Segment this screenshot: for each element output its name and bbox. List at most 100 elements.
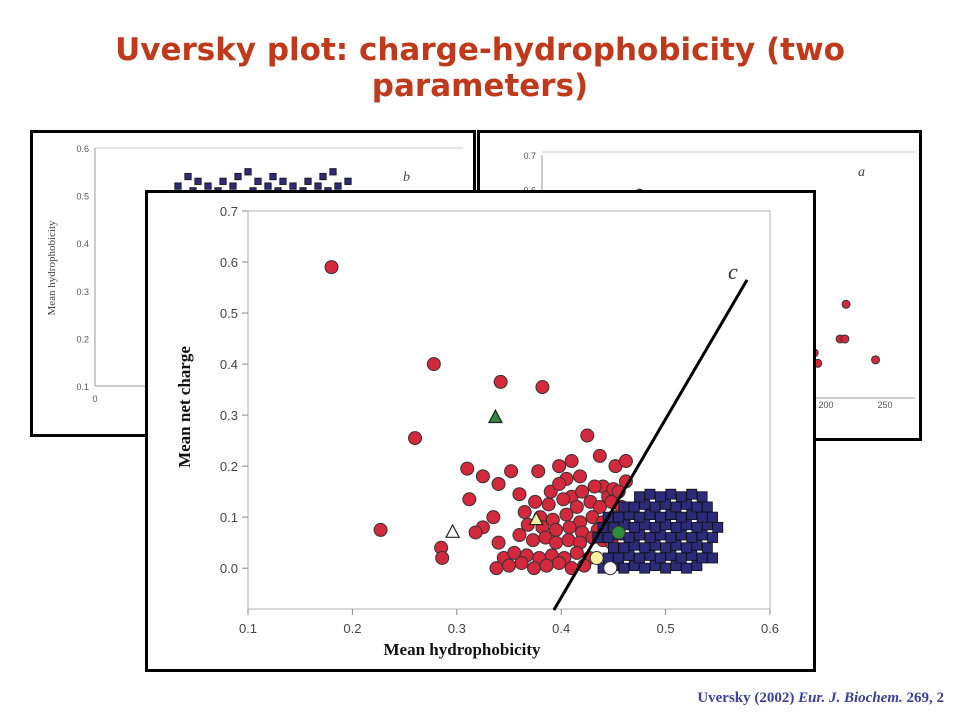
y-tick-label-c: 0.6 <box>220 255 238 270</box>
data-point-c <box>531 464 546 479</box>
x-tick-label-c: 0.1 <box>239 621 257 636</box>
x-tick-label-c: 0.2 <box>343 621 361 636</box>
data-point-c <box>634 511 645 523</box>
data-point-c <box>572 469 587 484</box>
data-point-c <box>512 487 527 502</box>
data-point-c <box>611 525 626 540</box>
data-point-c <box>491 476 506 491</box>
data-point-c <box>602 532 614 543</box>
data-point-c <box>527 561 542 576</box>
plot-frame-c <box>247 210 771 610</box>
data-point-b <box>334 182 342 190</box>
data-point-c <box>691 521 703 533</box>
data-point-b <box>244 168 252 176</box>
data-point-c <box>696 491 708 503</box>
data-point-b <box>234 172 242 181</box>
data-point-c <box>613 511 625 523</box>
data-point-c <box>486 510 501 525</box>
data-point-b <box>269 172 277 181</box>
chart-panel-c: 0.0 0.1 0.2 0.3 0.4 0.5 0.6 0.7 0.1 0.2 0.3 0.4 0.5 0… <box>145 190 816 672</box>
data-point-c <box>493 374 508 389</box>
data-point-c <box>670 501 682 513</box>
data-point-c <box>696 552 708 564</box>
data-point-c <box>675 491 687 503</box>
y-tick-label-a: 0.7 <box>523 151 536 161</box>
data-point-b <box>174 182 182 190</box>
data-point-c <box>649 521 661 533</box>
citation: Uversky (2002) Eur. J. Biochem. 269, 2 <box>697 690 944 707</box>
data-point-c <box>665 532 677 543</box>
y-tick-label-c: 0.0 <box>220 561 238 576</box>
data-point-b <box>219 177 227 185</box>
data-point-c <box>462 492 477 507</box>
data-point-c <box>696 511 708 523</box>
citation-volume: 269, 2 <box>906 690 945 706</box>
data-point-c <box>660 562 671 574</box>
y-tick-label-b: 0.6 <box>76 144 89 154</box>
y-tick-label-b: 0.3 <box>76 287 89 297</box>
data-point-c <box>613 552 625 564</box>
data-point-c <box>580 428 595 443</box>
data-point-c <box>592 499 607 514</box>
y-axis-label-c: Mean net charge <box>175 346 194 468</box>
data-point-c <box>526 533 541 548</box>
panel-letter-a: a <box>858 165 865 180</box>
data-point-b <box>314 182 322 190</box>
data-point-b <box>319 172 327 181</box>
data-point-c <box>539 558 554 573</box>
data-point-c <box>592 448 607 463</box>
panel-letter-b: b <box>403 170 410 185</box>
data-point-c <box>634 552 645 564</box>
data-point-c <box>475 469 490 484</box>
data-point-c <box>628 501 640 513</box>
data-point-b <box>194 177 202 185</box>
data-point-c <box>618 562 630 574</box>
data-point-c <box>552 476 567 491</box>
data-point-c <box>681 562 692 574</box>
boundary-line <box>552 279 749 611</box>
data-point-c <box>517 505 532 520</box>
data-point-c <box>324 260 339 275</box>
x-tick-label-c: 0.6 <box>761 621 779 636</box>
data-point-c <box>426 357 441 372</box>
data-point-b <box>204 182 212 190</box>
data-point-b <box>264 182 272 190</box>
y-tick-label-c: 0.4 <box>220 357 238 372</box>
data-point-c <box>556 492 571 507</box>
citation-journal: Eur. J. Biochem. <box>798 690 903 706</box>
x-tick-label-c: 0.4 <box>552 621 570 636</box>
data-point-c <box>487 408 503 424</box>
data-point-c <box>541 497 556 512</box>
data-point-c <box>562 520 577 535</box>
y-tick-label-c: 0.3 <box>220 408 238 423</box>
data-point-c <box>675 511 687 523</box>
data-point-c <box>707 532 718 543</box>
data-point-c <box>628 521 640 533</box>
data-point-a <box>871 355 881 365</box>
data-point-c <box>607 542 619 554</box>
data-point-c <box>435 550 450 565</box>
data-point-c <box>460 461 475 476</box>
data-point-b <box>289 182 297 190</box>
data-point-c <box>561 533 576 548</box>
data-point-c <box>548 535 563 550</box>
data-point-c <box>603 561 618 576</box>
y-tick-label-b: 0.2 <box>76 334 89 344</box>
data-point-c <box>670 521 682 533</box>
data-point-b <box>279 177 287 185</box>
data-point-c <box>552 556 567 571</box>
data-point-c <box>707 552 718 564</box>
data-point-c <box>504 464 519 479</box>
data-point-c <box>701 501 713 513</box>
y-tick-label-c: 0.5 <box>220 306 238 321</box>
data-point-c <box>618 454 633 469</box>
data-point-c <box>712 521 724 533</box>
x-axis-label-c: Mean hydrophobicity <box>384 640 541 659</box>
data-point-c <box>491 535 506 550</box>
data-point-c <box>654 552 666 564</box>
data-point-c <box>575 484 590 499</box>
data-point-b <box>184 172 192 181</box>
x-tick-label-a: 250 <box>877 400 892 410</box>
data-point-c <box>512 528 527 543</box>
data-point-c <box>644 532 656 543</box>
